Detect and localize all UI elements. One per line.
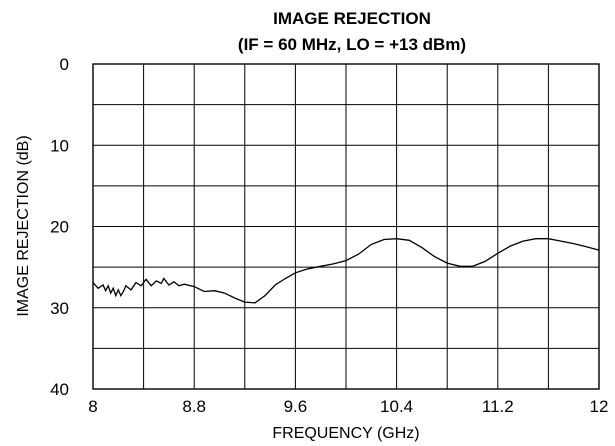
y-tick-labels: 0 10 20 30 40	[50, 55, 69, 399]
x-tick-label: 9.6	[284, 397, 308, 416]
grid-lines	[93, 64, 599, 389]
x-axis-label: FREQUENCY (GHz)	[272, 425, 419, 442]
y-tick-label: 0	[60, 55, 69, 74]
y-tick-label: 30	[50, 299, 69, 318]
x-tick-label: 11.2	[482, 397, 514, 416]
x-tick-label: 8.8	[182, 397, 206, 416]
image-rejection-series-line	[92, 238, 600, 304]
x-tick-label: 12	[590, 397, 609, 416]
chart-title: IMAGE REJECTION	[273, 9, 431, 28]
x-tick-label: 8	[88, 397, 97, 416]
plot-frame	[92, 63, 600, 390]
y-tick-label: 20	[50, 218, 69, 237]
y-tick-label: 10	[50, 136, 69, 155]
y-tick-label: 40	[50, 380, 69, 399]
x-tick-label: 10.4	[380, 397, 413, 416]
x-tick-labels: 8 8.8 9.6 10.4 11.2 12	[88, 397, 608, 416]
y-axis-label: IMAGE REJECTION (dB)	[15, 135, 32, 316]
chart-subtitle: (IF = 60 MHz, LO = +13 dBm)	[238, 35, 466, 54]
